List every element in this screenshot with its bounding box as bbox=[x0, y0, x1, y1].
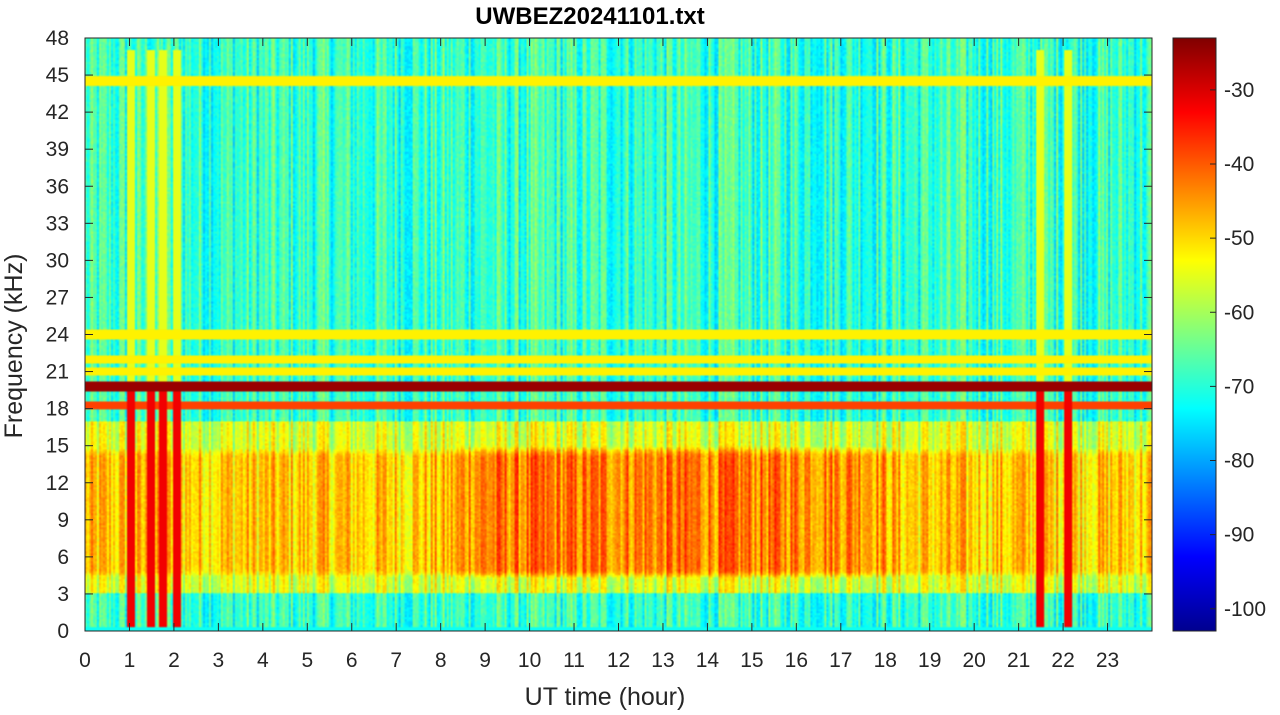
y-tick-label: 18 bbox=[46, 398, 69, 421]
colorbar-ticks: -100 -90 -80 -70 -60 -50 -40 -30 bbox=[1210, 79, 1266, 621]
y-tick-label: 6 bbox=[57, 546, 69, 569]
colorbar-tick-label: -30 bbox=[1224, 79, 1254, 102]
y-tick-label: 24 bbox=[46, 324, 70, 347]
x-tick-label: 11 bbox=[563, 649, 585, 672]
x-tick-label: 22 bbox=[1051, 649, 1074, 672]
spectrogram-image bbox=[85, 38, 1152, 631]
x-tick-label: 20 bbox=[962, 649, 985, 672]
x-tick-label: 13 bbox=[651, 649, 674, 672]
y-tick-label: 48 bbox=[46, 27, 69, 50]
colorbar-frame bbox=[1172, 37, 1217, 632]
colorbar-tick-label: -70 bbox=[1224, 375, 1254, 398]
x-tick-label: 0 bbox=[79, 649, 91, 672]
colorbar-tick-label: -40 bbox=[1224, 153, 1254, 176]
x-tick-label: 23 bbox=[1096, 649, 1119, 672]
y-tick-label: 39 bbox=[46, 138, 69, 161]
y-tick-label: 0 bbox=[57, 620, 69, 643]
x-tick-label: 15 bbox=[740, 649, 763, 672]
x-tick-label: 14 bbox=[696, 649, 720, 672]
x-tick-label: 8 bbox=[435, 649, 447, 672]
x-tick-label: 7 bbox=[390, 649, 402, 672]
y-axis-label: Frequency (kHz) bbox=[0, 254, 28, 439]
y-tick-label: 42 bbox=[46, 101, 69, 124]
y-tick-label: 3 bbox=[57, 583, 69, 606]
x-tick-label: 3 bbox=[213, 649, 225, 672]
colorbar-tick-label: -100 bbox=[1224, 598, 1266, 621]
x-tick-label: 9 bbox=[479, 649, 491, 672]
colorbar-gradient bbox=[1173, 38, 1216, 631]
x-tick-label: 19 bbox=[918, 649, 941, 672]
x-tick-label: 12 bbox=[607, 649, 630, 672]
y-tick-label: 45 bbox=[46, 64, 69, 87]
x-tick-label: 5 bbox=[301, 649, 313, 672]
y-tick-label: 9 bbox=[57, 509, 69, 532]
y-tick-label: 27 bbox=[46, 286, 69, 309]
y-tick-label: 33 bbox=[46, 212, 69, 235]
colorbar-tick-label: -50 bbox=[1224, 227, 1254, 250]
x-tick-label: 6 bbox=[346, 649, 358, 672]
x-tick-label: 17 bbox=[829, 649, 852, 672]
y-tick-label: 30 bbox=[46, 249, 69, 272]
x-tick-label: 2 bbox=[168, 649, 180, 672]
y-tick-label: 15 bbox=[46, 435, 69, 458]
spectrogram-area bbox=[85, 38, 1152, 631]
x-axis-ticks: 0 1 2 3 4 5 6 7 8 9 10 11 12 13 14 15 16 17 18 19 20 21 22 23 bbox=[79, 38, 1119, 672]
x-tick-label: 10 bbox=[518, 649, 541, 672]
x-tick-label: 16 bbox=[785, 649, 808, 672]
colorbar: -100 -90 -80 -70 -60 -50 -40 -30 bbox=[1172, 37, 1266, 632]
x-tick-label: 18 bbox=[874, 649, 897, 672]
x-tick-label: 1 bbox=[124, 649, 136, 672]
chart-title: UWBEZ20241101.txt bbox=[475, 3, 704, 30]
y-tick-label: 21 bbox=[46, 361, 69, 384]
y-tick-label: 12 bbox=[46, 472, 69, 495]
x-axis-label: UT time (hour) bbox=[525, 683, 686, 711]
colorbar-tick-label: -80 bbox=[1224, 450, 1254, 473]
y-tick-label: 36 bbox=[46, 175, 69, 198]
x-tick-label: 21 bbox=[1007, 649, 1030, 672]
x-tick-label: 4 bbox=[257, 649, 269, 672]
colorbar-tick-label: -60 bbox=[1224, 301, 1254, 324]
colorbar-tick-label: -90 bbox=[1224, 524, 1254, 547]
